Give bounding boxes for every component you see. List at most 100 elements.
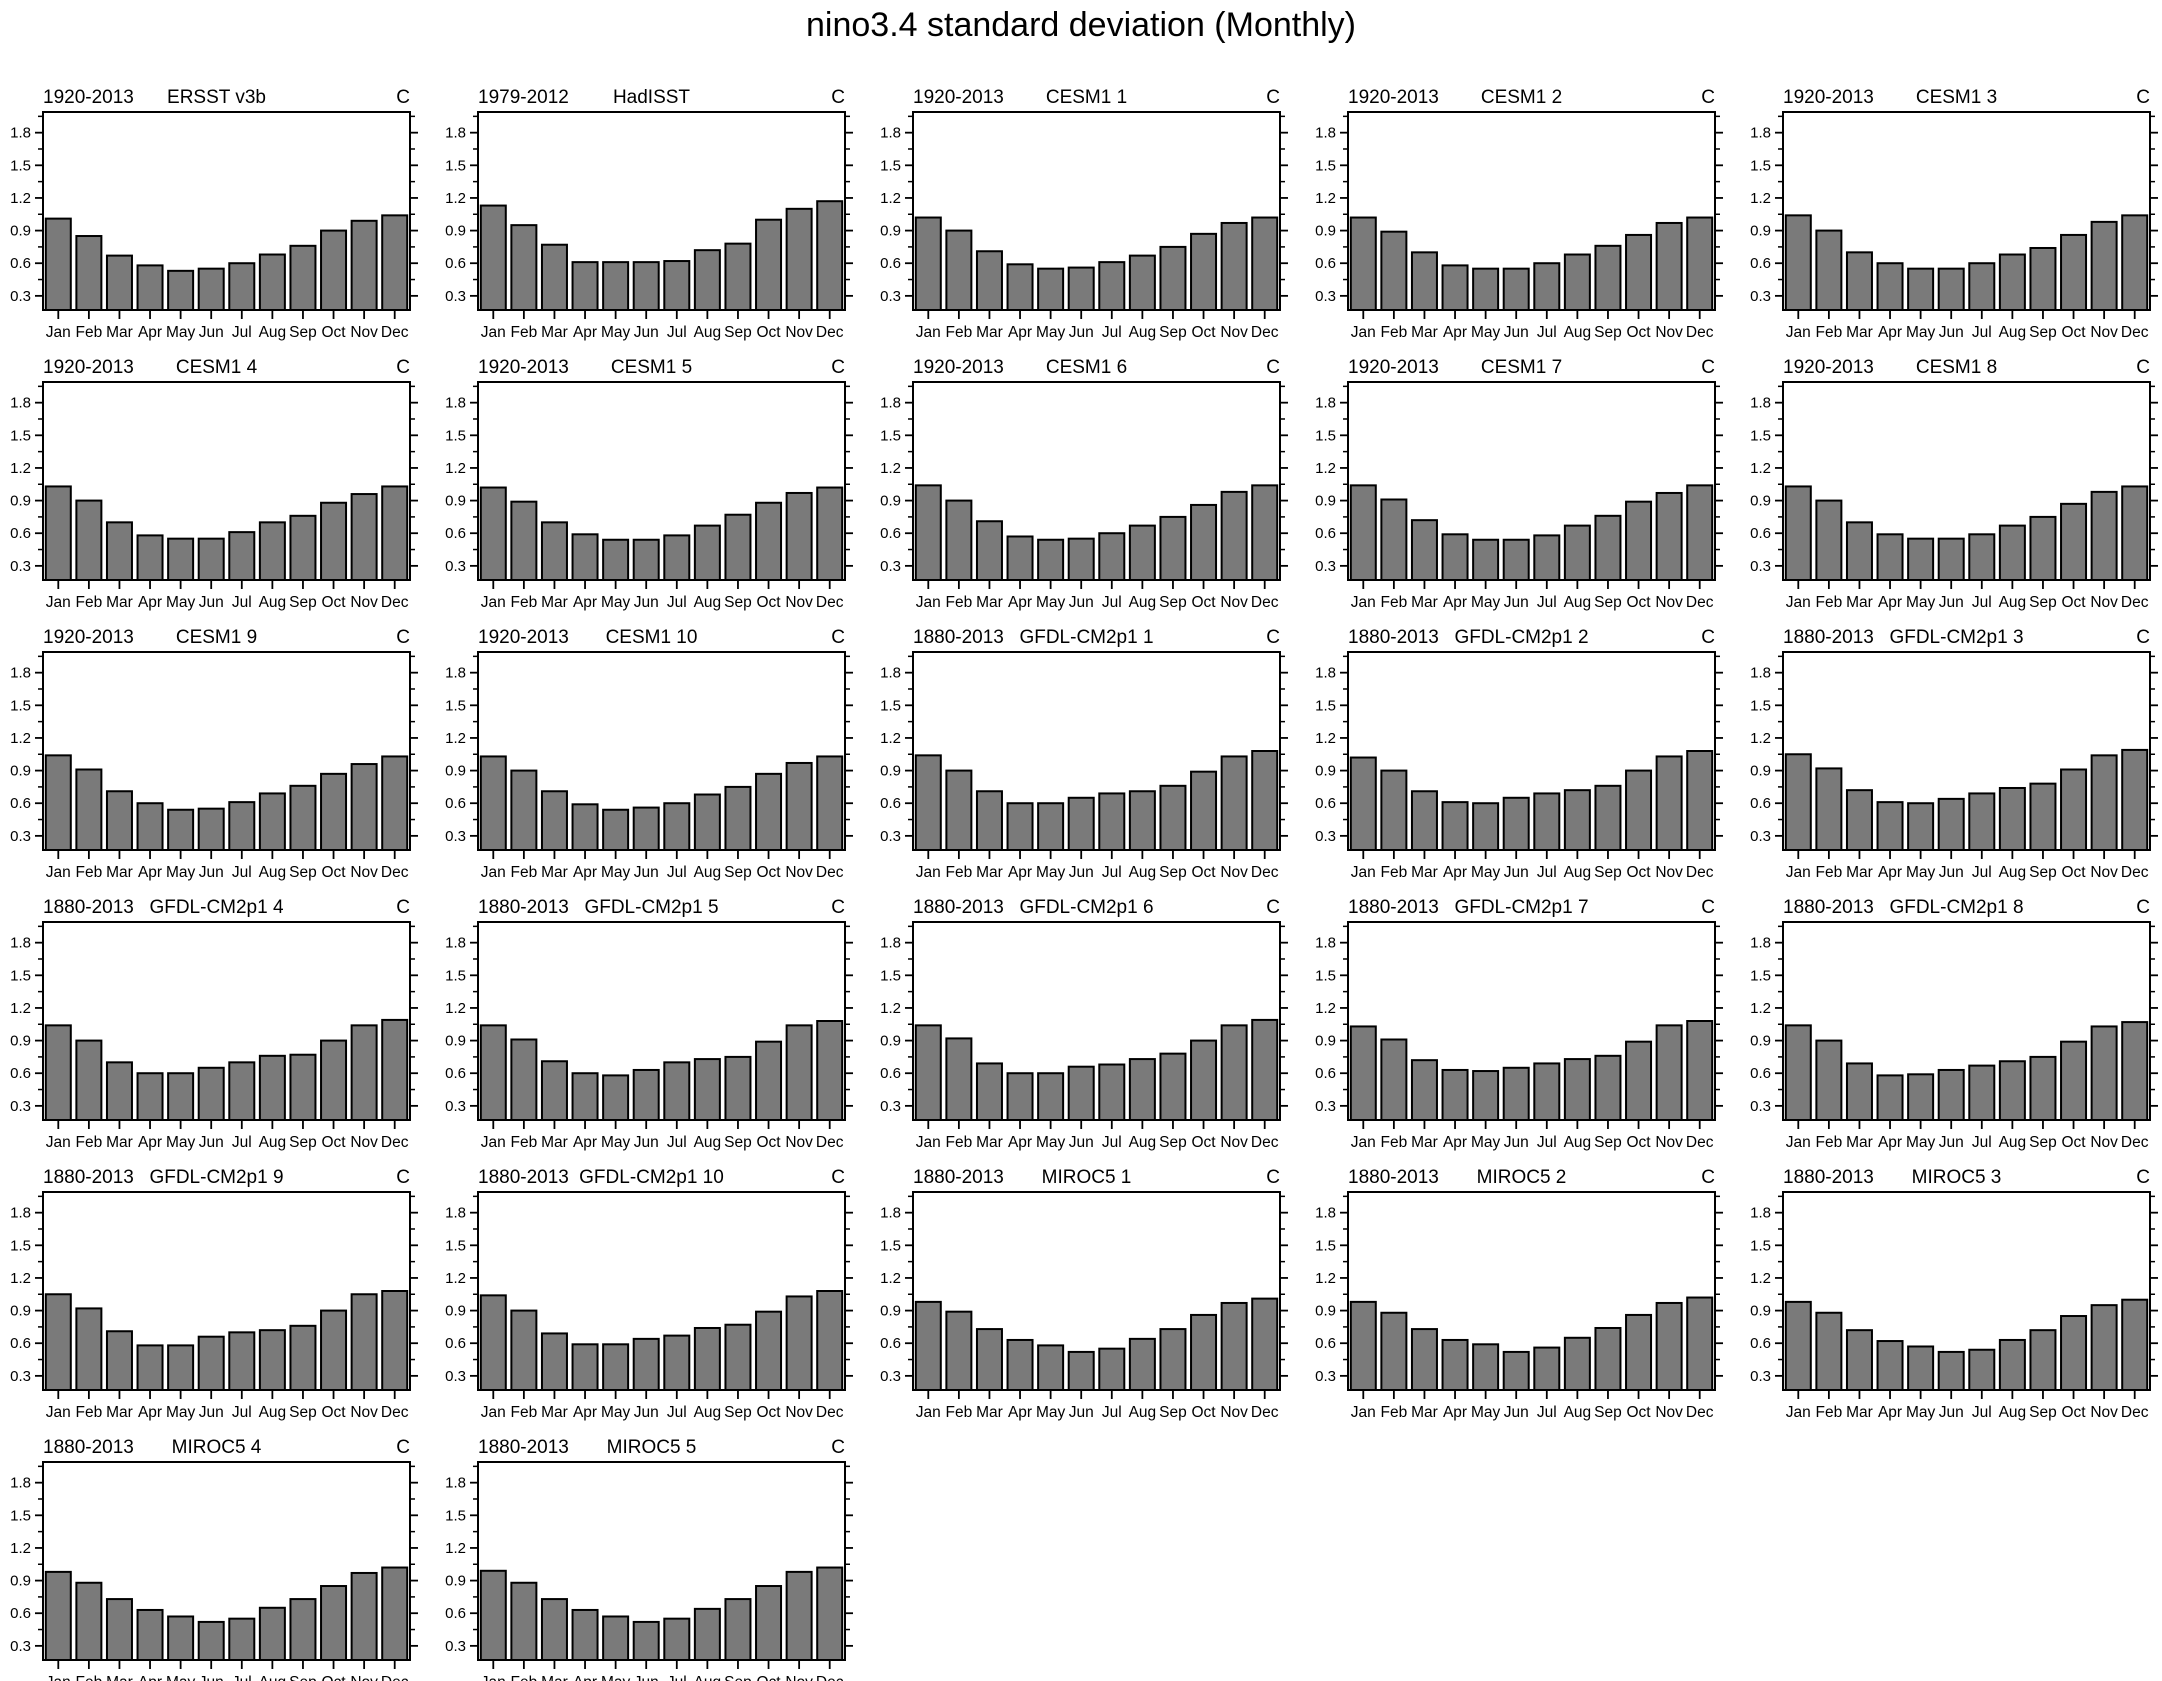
x-tick-label: Jan [481,594,506,611]
bar-jul [1098,1063,1126,1121]
x-tick-label: Jan [1351,324,1376,341]
y-tick-label: 1.5 [1750,1237,1771,1254]
y-tick-label: 0.3 [10,558,31,575]
y-tick-label: 0.3 [1315,288,1336,305]
x-tick-label: Mar [541,1404,568,1421]
x-tick-label: Jul [232,1134,252,1151]
y-tick-label: 1.5 [10,697,31,714]
x-tick-label: Jul [667,1674,687,1681]
panel-period-label: 1920-2013 [43,627,134,648]
bar-mar [540,1332,568,1392]
bar-nov [785,1570,813,1661]
y-tick-label: 1.8 [1750,935,1771,952]
x-tick-label: May [166,1674,196,1681]
bar-apr [1876,1074,1904,1121]
panel-unit-label: C [396,897,410,918]
axis-box [1782,381,2151,581]
bar-feb [75,235,103,311]
y-tick-label: 1.5 [1315,157,1336,174]
bar-apr [1441,1068,1469,1121]
y-tick-label: 1.2 [445,730,466,747]
bar-chart: 1920-2013 CESM1 1 C 0.3 0.6 0.9 1.2 1.5 1.8 Jan Fe… [880,87,1288,341]
x-tick-label: Apr [1878,864,1902,881]
x-tick-label: Apr [138,1404,162,1421]
panel-unit-label: C [2136,357,2150,378]
x-tick-label: Aug [1564,1134,1592,1151]
bar-aug [1128,790,1156,851]
x-tick-label: Mar [976,1404,1003,1421]
x-tick-label: Apr [573,1404,597,1421]
y-tick-label: 0.6 [10,255,31,272]
x-tick-label: Oct [321,324,346,341]
y-tick-label: 0.6 [10,1065,31,1082]
x-tick-label: Nov [1655,864,1683,881]
panel-unit-label: C [1266,87,1280,108]
bar-jul [663,260,691,312]
x-tick-label: Dec [816,594,844,611]
bar-chart: 1880-2013 GFDL-CM2p1 1 C 0.3 0.6 0.9 1.2 1.5 1.8… [880,627,1288,881]
bar-may [602,1074,630,1121]
x-tick-label: May [1906,324,1936,341]
x-tick-label: Sep [1159,1134,1187,1151]
x-tick-label: Oct [756,1404,781,1421]
x-tick-label: May [601,864,631,881]
bar-jul [663,1334,691,1392]
chart-panel-gfdl-cm2p1-9: 1880-2013 GFDL-CM2p1 9 C 0.3 0.6 0.9 1.2 1.5 1.8… [10,1155,450,1425]
x-tick-label: Jan [1351,1404,1376,1421]
axis-box [912,381,1281,581]
panel-period-label: 1880-2013 [913,1167,1004,1188]
bar-aug [1563,524,1591,582]
x-tick-label: Jun [634,864,659,881]
chart-panel-cesm1-3: 1920-2013 CESM1 3 C 0.3 0.6 0.9 1.2 1.5 1.8 Jan Fe… [1750,75,2162,345]
panel-title: MIROC5 4 [172,1437,262,1458]
y-tick-label: 1.5 [445,1237,466,1254]
x-tick-label: Aug [694,1404,722,1421]
bar-may [1037,538,1065,581]
x-tick-label: Nov [785,864,813,881]
bar-dec [1251,484,1279,582]
y-tick-label: 1.8 [445,395,466,412]
x-tick-label: Nov [1655,324,1683,341]
bar-nov [1220,490,1248,581]
bar-mar [975,520,1003,581]
bar-dec [1686,750,1714,851]
panel-period-label: 1920-2013 [43,87,134,108]
bar-aug [258,1606,286,1661]
x-tick-label: Jun [1939,594,1964,611]
x-tick-label: Aug [259,1674,287,1681]
bar-chart: 1920-2013 CESM1 5 C 0.3 0.6 0.9 1.2 1.5 1.8 Jan Fe… [445,357,853,611]
panel-unit-label: C [1266,627,1280,648]
bar-jan [479,755,507,851]
y-tick-label: 0.6 [1750,1335,1771,1352]
bar-dec [816,755,844,851]
y-tick-label: 0.6 [445,525,466,542]
bar-jan [479,204,507,311]
bar-jan [1784,753,1812,851]
y-tick-label: 0.3 [1315,1368,1336,1385]
chart-panel-cesm1-4: 1920-2013 CESM1 4 C 0.3 0.6 0.9 1.2 1.5 1.8 Jan Fe… [10,345,450,615]
bar-sep [289,244,317,311]
y-tick-label: 1.5 [1750,967,1771,984]
y-tick-label: 1.2 [1315,460,1336,477]
x-tick-label: Mar [106,1404,133,1421]
panel-unit-label: C [396,87,410,108]
bar-aug [693,1058,721,1121]
x-tick-label: May [1471,1134,1501,1151]
x-tick-label: Dec [381,594,409,611]
bar-aug [1128,524,1156,582]
bar-sep [2029,515,2057,581]
bar-mar [1845,1062,1873,1122]
x-tick-label: Oct [1191,1404,1216,1421]
x-tick-label: Jan [1351,594,1376,611]
panel-title: MIROC5 5 [607,1437,697,1458]
bar-oct [320,1039,348,1121]
y-tick-label: 0.9 [10,493,31,510]
y-tick-label: 0.6 [880,1065,901,1082]
bar-sep [724,513,752,582]
panel-period-label: 1920-2013 [478,627,569,648]
bar-jan [44,1024,72,1122]
x-tick-label: May [1471,1404,1501,1421]
x-tick-label: Oct [1626,864,1651,881]
bar-aug [693,793,721,851]
x-tick-label: Apr [138,594,162,611]
